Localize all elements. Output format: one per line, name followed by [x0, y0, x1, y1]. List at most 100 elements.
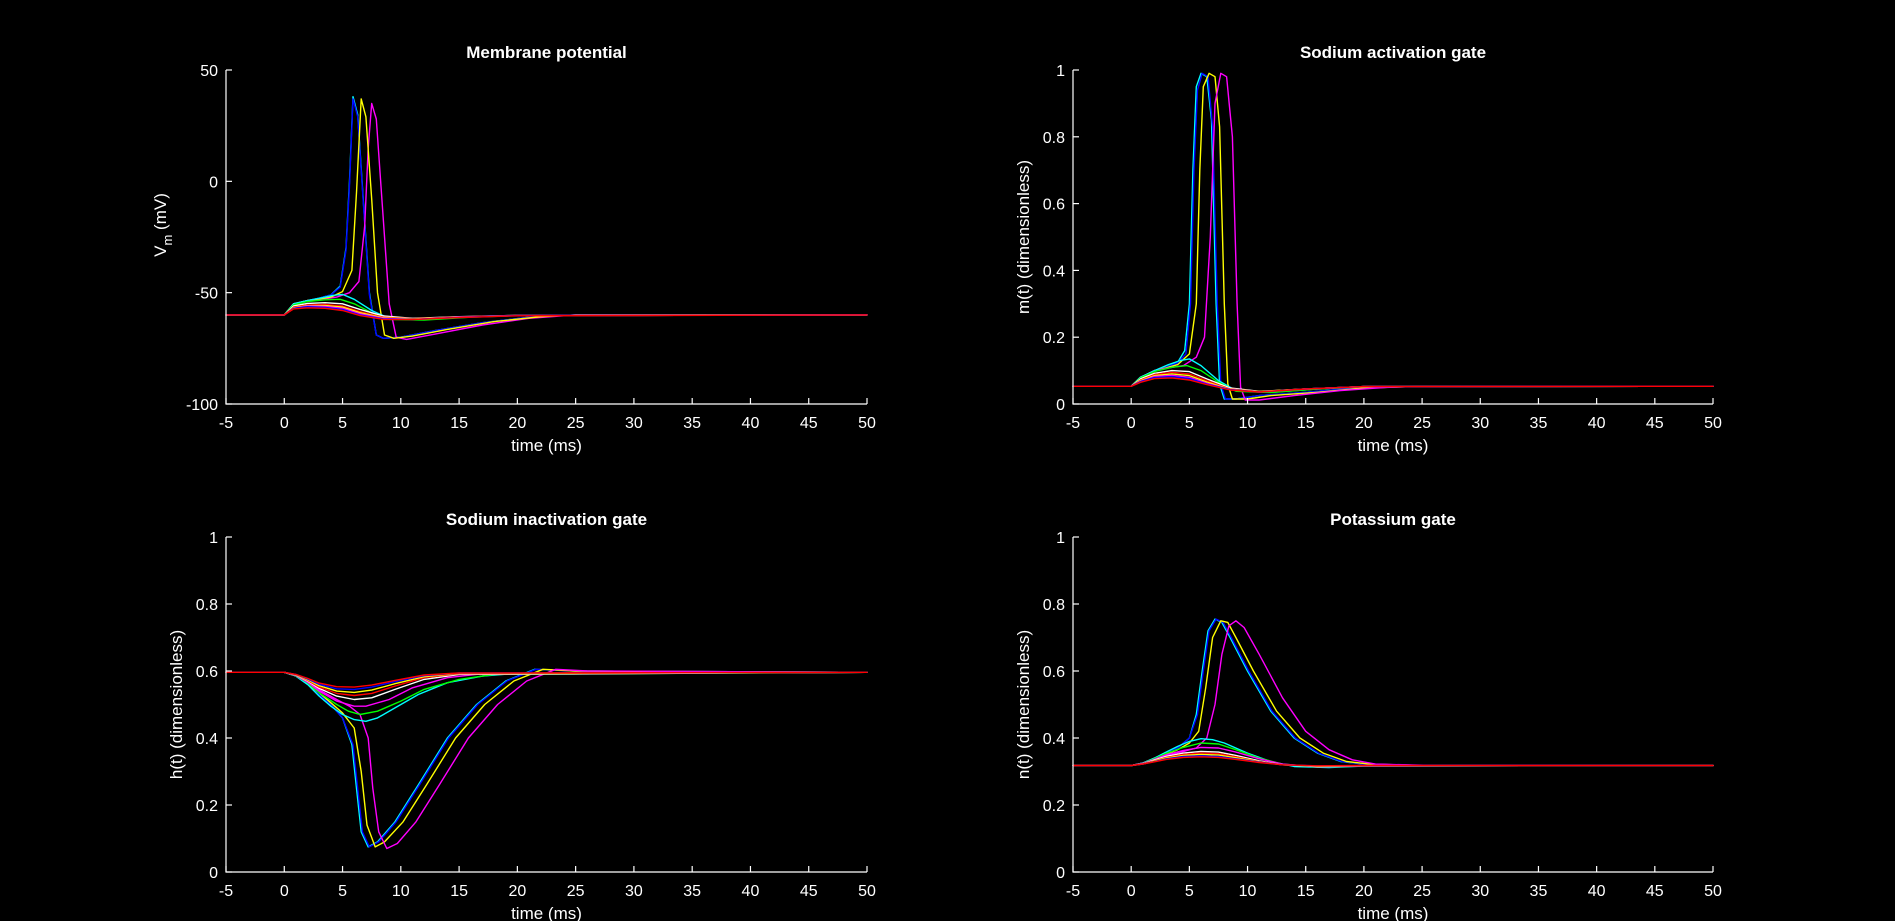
y-tick-label: 0.4 [1043, 263, 1065, 280]
y-axis-label-main: V [151, 245, 170, 257]
x-tick-label: 10 [392, 883, 410, 900]
axis-lines [1072, 70, 1713, 405]
x-tick-label: 15 [1297, 883, 1315, 900]
x-tick-label: 0 [1127, 883, 1136, 900]
x-tick-label: 35 [683, 415, 701, 432]
series-line [1072, 375, 1714, 393]
y-axis-label-unit: (mV) [151, 193, 170, 235]
x-tick-label: 15 [1297, 415, 1315, 432]
series-line [225, 671, 868, 722]
x-tick-label: 0 [280, 883, 289, 900]
x-tick-label: 45 [800, 883, 818, 900]
series-group [1072, 72, 1714, 401]
series-line [1072, 72, 1714, 400]
y-tick-label: 0 [1056, 397, 1065, 414]
y-tick-label: -100 [186, 397, 218, 414]
x-tick-label: 10 [392, 415, 410, 432]
series-line [1072, 756, 1714, 767]
y-axis-label: Vm (mV) [151, 193, 175, 257]
axis-lines [1072, 537, 1713, 873]
series-line [1072, 618, 1714, 767]
x-tick-label: 5 [338, 415, 347, 432]
y-tick-label: 0.2 [1043, 330, 1065, 347]
series-line [1072, 364, 1714, 394]
chart-title: Membrane potential [466, 43, 627, 62]
x-tick-label: 50 [1704, 415, 1722, 432]
x-tick-label: 30 [1471, 883, 1489, 900]
x-tick-label: 30 [625, 883, 643, 900]
series-line [1072, 377, 1714, 393]
y-tick-label: 0.2 [196, 798, 218, 815]
x-tick-label: 40 [1588, 883, 1606, 900]
series-line [1072, 620, 1714, 767]
x-tick-label: 25 [1413, 415, 1431, 432]
series-line [225, 671, 868, 688]
series-line [1072, 72, 1714, 401]
series-line [1072, 72, 1714, 400]
y-tick-label: 0.6 [196, 664, 218, 681]
chart-title: Potassium gate [1330, 510, 1456, 529]
x-tick-label: 20 [508, 883, 526, 900]
axis-lines [225, 537, 867, 873]
y-tick-label: 0 [209, 174, 218, 191]
chart-vm: -5 0 5 10 15 20 25 30 35 40 45 50-100-50050Membrane… [151, 43, 876, 455]
x-tick-label: -5 [1066, 415, 1080, 432]
y-tick-label: 0.6 [1043, 197, 1065, 214]
x-tick-label: -5 [219, 883, 233, 900]
y-tick-label: 0 [1056, 865, 1065, 882]
x-tick-label: 20 [508, 415, 526, 432]
series-group [1072, 618, 1714, 769]
x-tick-label: 45 [800, 415, 818, 432]
series-line [225, 307, 868, 321]
chart-n: -5 0 5 10 15 20 25 30 35 40 45 5000.20.40.60.81Pota… [1014, 510, 1722, 921]
x-tick-label: 20 [1355, 883, 1373, 900]
series-line [1072, 618, 1714, 767]
chart-title: Sodium activation gate [1300, 43, 1486, 62]
x-tick-label: 20 [1355, 415, 1373, 432]
x-tick-label: 5 [1185, 883, 1194, 900]
y-tick-label: 0.2 [1043, 798, 1065, 815]
x-tick-label: 25 [567, 415, 585, 432]
x-tick-label: 10 [1239, 883, 1257, 900]
series-line [1072, 72, 1714, 400]
x-tick-label: 50 [1704, 883, 1722, 900]
y-tick-label: 1 [209, 530, 218, 547]
y-tick-label: 0 [209, 865, 218, 882]
x-tick-label: 0 [280, 415, 289, 432]
x-tick-label: 35 [1530, 415, 1548, 432]
y-tick-label: 50 [200, 63, 218, 80]
series-line [225, 96, 868, 339]
y-tick-label: 0.8 [1043, 597, 1065, 614]
y-tick-label: 0.8 [196, 597, 218, 614]
chart-h: -5 0 5 10 15 20 25 30 35 40 45 5000.20.40.60.81Sodi… [167, 510, 876, 921]
y-axis-label-sub: m [160, 235, 175, 246]
x-tick-label: 45 [1646, 883, 1664, 900]
y-tick-label: -50 [195, 286, 218, 303]
axis-lines [225, 70, 867, 405]
x-axis-label: time (ms) [511, 436, 582, 455]
x-tick-label: 50 [858, 883, 876, 900]
x-tick-label: 40 [742, 415, 760, 432]
x-tick-label: 0 [1127, 415, 1136, 432]
x-tick-label: 45 [1646, 415, 1664, 432]
x-axis-label: time (ms) [1358, 436, 1429, 455]
x-tick-label: 25 [1413, 883, 1431, 900]
x-tick-label: 15 [450, 883, 468, 900]
x-tick-label: 30 [625, 415, 643, 432]
y-tick-label: 1 [1056, 63, 1065, 80]
x-tick-label: 15 [450, 415, 468, 432]
series-group [225, 96, 868, 341]
x-tick-label: 50 [858, 415, 876, 432]
x-axis-label: time (ms) [1358, 904, 1429, 921]
x-tick-label: -5 [1066, 883, 1080, 900]
series-line [225, 668, 868, 848]
x-tick-label: 40 [1588, 415, 1606, 432]
y-tick-label: 0.4 [196, 731, 218, 748]
y-tick-label: 0.6 [1043, 664, 1065, 681]
x-tick-label: 25 [567, 883, 585, 900]
x-axis-label: time (ms) [511, 904, 582, 921]
x-tick-label: 30 [1471, 415, 1489, 432]
chart-title: Sodium inactivation gate [446, 510, 647, 529]
series-line [1072, 620, 1714, 767]
